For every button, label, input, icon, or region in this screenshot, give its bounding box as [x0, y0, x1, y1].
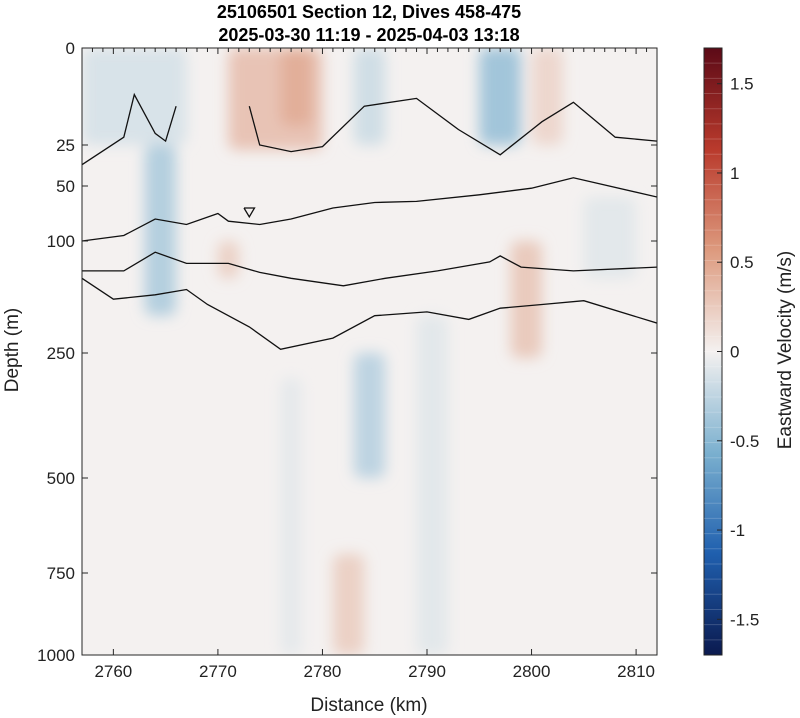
y-tick-label: 25 [56, 136, 75, 155]
contour-line [82, 177, 657, 242]
contour-line [82, 92, 177, 166]
velocity-patch [353, 353, 386, 478]
velocity-patch [280, 378, 302, 655]
plot-frame [81, 47, 658, 656]
contour-line [82, 251, 657, 287]
y-axis-label: Depth (m) [2, 308, 23, 392]
chart-subtitle: 2025-03-30 11:19 - 2025-04-03 13:18 [218, 25, 519, 45]
colorbar-tick-label: 1.5 [730, 75, 754, 94]
contour-line [82, 277, 657, 350]
y-tick-label: 1000 [37, 646, 75, 665]
plot-area [82, 48, 657, 655]
colorbar-tick-label: 1 [730, 164, 739, 183]
y-tick-label: 0 [66, 39, 75, 58]
x-tick-label: 2780 [304, 662, 342, 681]
chart-title: 25106501 Section 12, Dives 458-475 [217, 2, 521, 22]
colorbar-tick-label: -1 [730, 521, 745, 540]
colorbar-tick-label: 0.5 [730, 253, 754, 272]
colorbar-tick-label: 0 [730, 343, 739, 362]
x-tick-label: 2790 [408, 662, 446, 681]
x-tick-label: 2800 [513, 662, 551, 681]
velocity-field [82, 48, 637, 655]
x-tick-label: 2770 [199, 662, 237, 681]
colorbar: 1.5 1 0.5 0 -0.5 -1 -1.5 [703, 47, 759, 656]
contour-line [243, 207, 256, 219]
x-axis-label: Distance (km) [310, 695, 427, 716]
y-tick-label: 50 [56, 177, 75, 196]
y-axis: 0 25 50 100 250 500 750 1000 [37, 39, 657, 665]
colorbar-label: Eastward Velocity (m/s) [775, 251, 796, 450]
y-tick-label: 500 [47, 469, 75, 488]
x-tick-label: 2760 [94, 662, 132, 681]
contour-line [248, 97, 657, 156]
velocity-patch [416, 315, 448, 655]
isopycnal-contours [82, 92, 657, 350]
y-tick-label: 100 [47, 232, 75, 251]
plot-background [82, 48, 657, 655]
x-tick-label: 2810 [617, 662, 655, 681]
velocity-patch [531, 48, 563, 145]
velocity-patch [510, 241, 542, 358]
velocity-patch [583, 197, 637, 279]
colorbar-tick-label: -0.5 [730, 432, 759, 451]
velocity-patch [479, 48, 522, 145]
colorbar-tick-label: -1.5 [730, 610, 759, 629]
x-axis: 2760 2770 2780 2790 2800 2810 [81, 48, 658, 681]
velocity-patch [353, 48, 386, 145]
velocity-patch [217, 241, 239, 279]
y-tick-label: 750 [47, 564, 75, 583]
velocity-patch [280, 48, 312, 126]
velocity-patch [332, 554, 365, 655]
y-tick-label: 250 [47, 344, 75, 363]
velocity-patch [144, 145, 177, 316]
